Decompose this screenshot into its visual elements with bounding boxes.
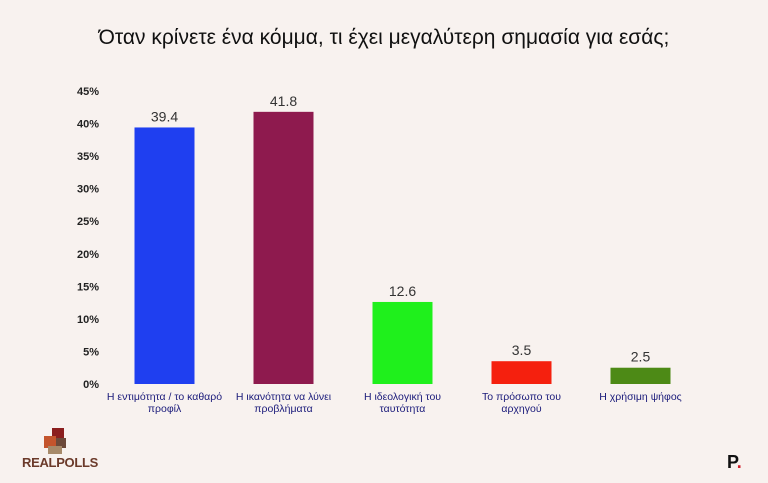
x-tick-label: Η χρήσιμη ψήφος — [599, 391, 681, 403]
y-tick-label: 30% — [77, 184, 99, 196]
y-tick-label: 45% — [77, 86, 99, 98]
data-label: 41.8 — [270, 93, 297, 109]
realpolls-logo — [44, 428, 66, 454]
data-label: 2.5 — [631, 349, 651, 365]
y-tick-label: 35% — [77, 151, 99, 163]
bar — [134, 127, 195, 384]
data-label: 3.5 — [512, 342, 532, 358]
y-tick-label: 0% — [83, 379, 99, 391]
y-tick-label: 5% — [83, 346, 99, 358]
x-tick-label: Η ικανότητα να λύνει προβλήματα — [236, 391, 332, 415]
y-tick-label: 15% — [77, 281, 99, 293]
x-tick-label: Η εντιμότητα / το καθαρό προφίλ — [107, 391, 222, 415]
bar — [610, 367, 671, 384]
y-tick-label: 20% — [77, 249, 99, 261]
chart-title: Όταν κρίνετε ένα κόμμα, τι έχει μεγαλύτε… — [98, 26, 670, 49]
data-label: 39.4 — [151, 108, 178, 124]
logo-cubes-icon — [44, 428, 66, 454]
x-tick-label: Η ιδεολογική του ταυτότητα — [364, 391, 441, 415]
brand-mark: P. — [727, 452, 742, 473]
bar — [491, 361, 552, 384]
brand-letter: P — [727, 452, 737, 472]
y-tick-label: 10% — [77, 314, 99, 326]
bar — [253, 111, 314, 384]
x-tick-label: Το πρόσωπο του αρχηγού — [482, 391, 561, 415]
y-tick-label: 25% — [77, 216, 99, 228]
logo-text: REALPOLLS — [22, 455, 99, 470]
bar — [372, 301, 433, 384]
data-label: 12.6 — [389, 283, 416, 299]
y-tick-label: 40% — [77, 119, 99, 131]
brand-dot: . — [736, 452, 742, 472]
